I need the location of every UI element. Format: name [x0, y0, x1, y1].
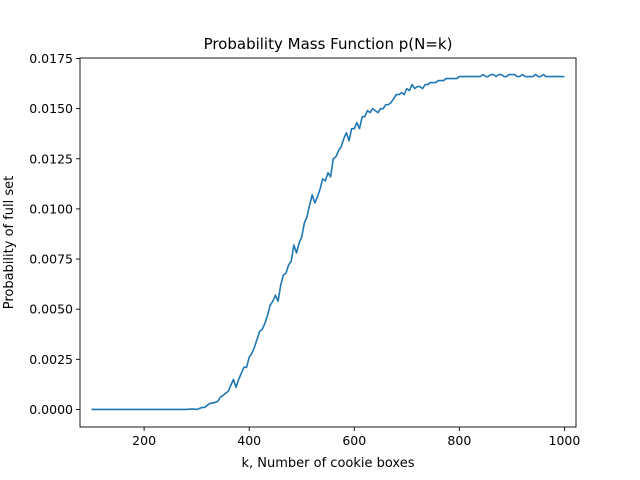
- axes-frame: [79, 57, 577, 428]
- y-tick-label: 0.0100: [29, 201, 73, 216]
- x-tick-label: 1000: [549, 433, 581, 448]
- y-tick-label: 0.0050: [29, 302, 73, 317]
- y-axis-label: Probability of full set: [2, 176, 17, 310]
- plot-area: [80, 58, 576, 427]
- y-tick-label: 0.0000: [29, 402, 73, 417]
- y-tick-label: 0.0175: [29, 51, 73, 66]
- x-axis-ticks: 200 400 600 800 1000: [132, 427, 580, 448]
- x-tick-label: 400: [237, 433, 261, 448]
- y-tick-label: 0.0025: [29, 352, 73, 367]
- y-tick-label: 0.0075: [29, 252, 73, 267]
- chart-title: Probability Mass Function p(N=k): [204, 35, 453, 53]
- y-axis-ticks: 0.0000 0.0025 0.0050 0.0075 0.0100 0.0125 0.01…: [29, 51, 80, 417]
- y-tick-label: 0.0150: [29, 101, 73, 116]
- x-axis-label: k, Number of cookie boxes: [241, 456, 414, 471]
- y-tick-label: 0.0125: [29, 151, 73, 166]
- x-tick-label: 600: [342, 433, 366, 448]
- series-line: [91, 73, 565, 411]
- x-tick-label: 200: [132, 433, 156, 448]
- x-tick-label: 800: [447, 433, 471, 448]
